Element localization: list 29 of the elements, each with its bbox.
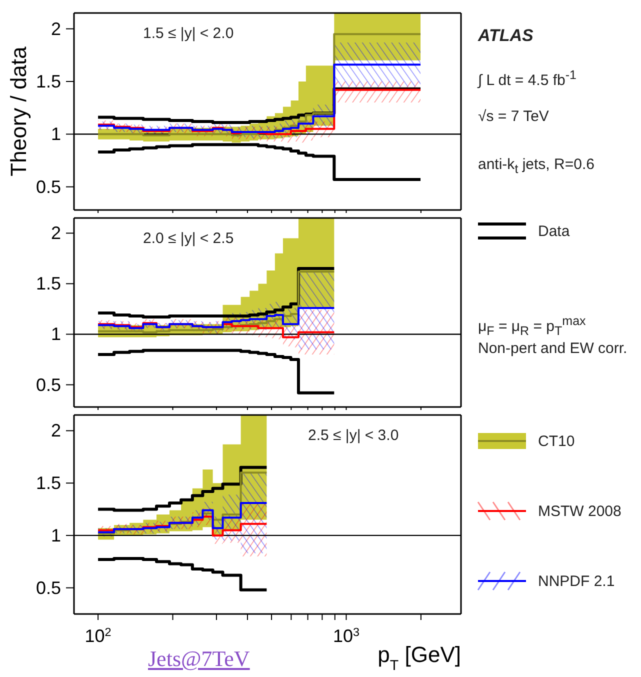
y-tick-label: 1 (50, 525, 61, 546)
legend-label: NNPDF 2.1 (538, 572, 615, 590)
x-tick-label: 10$^{2}$ (84, 626, 112, 646)
text: 1.5 ≤ |y| < 2.0 (143, 25, 234, 42)
x-tick-label: 10$^{3}$ (332, 626, 360, 646)
y-tick-label: 1 (50, 124, 61, 144)
text: Jets@7TeV (148, 646, 250, 672)
text: 2.5 ≤ |y| < 3.0 (308, 427, 399, 444)
legend-label: CT10 (538, 432, 575, 450)
y-tick-label: 1.5 (36, 274, 61, 294)
y-tick-label: 1 (50, 324, 61, 344)
x-axis-title: p$_{T}$ [GeV] (378, 642, 461, 674)
legend-label: MSTW 2008 (538, 502, 622, 520)
legend-label: Data (538, 222, 570, 240)
text: anti-k$_{t}$ jets, R=0.6 (478, 156, 596, 176)
y-tick-label: 1.5 (36, 71, 61, 92)
y-tick-label: 2 (50, 18, 61, 39)
y-tick-label: 0.5 (36, 374, 61, 395)
y-tick-label: 0.5 (36, 176, 61, 197)
text: Non-pert and EW corr. (478, 340, 628, 357)
y-tick-label: 0.5 (36, 578, 61, 598)
text: √s = 7 TeV (478, 108, 550, 125)
text: ATLAS (478, 26, 534, 46)
text: ∫ L dt = 4.5 fb$^{-1}$ (478, 68, 578, 89)
text: 2.0 ≤ |y| < 2.5 (143, 230, 234, 247)
y-axis-title: Theory / data (6, 46, 31, 176)
y-tick-label: 1.5 (36, 473, 61, 494)
y-tick-label: 2 (50, 223, 61, 244)
y-tick-label: 2 (50, 420, 61, 441)
